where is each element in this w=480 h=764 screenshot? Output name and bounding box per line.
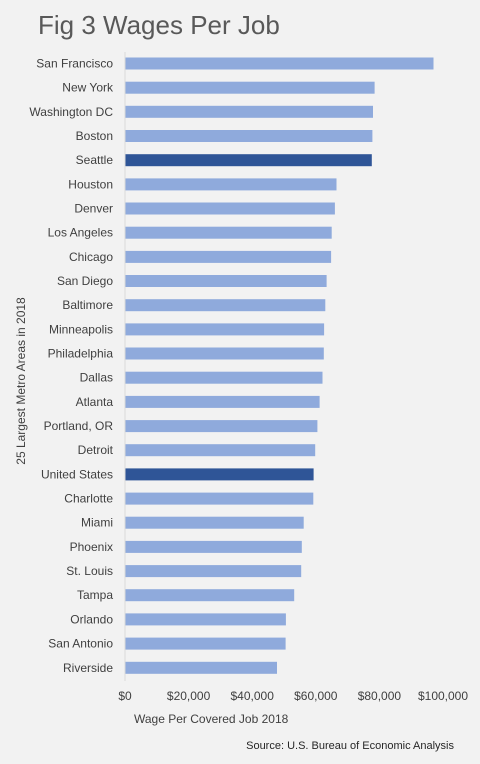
x-axis-title: Wage Per Covered Job 2018 (134, 712, 289, 726)
category-label: Charlotte (64, 492, 113, 506)
category-label: Detroit (78, 443, 114, 457)
bar-detroit (125, 444, 316, 457)
bar-portland-or (125, 420, 318, 433)
bar-boston (125, 130, 373, 142)
category-label: Riverside (63, 661, 113, 675)
bar-philadelphia (125, 347, 324, 360)
bar-denver (125, 202, 335, 215)
category-label: Los Angeles (48, 226, 113, 240)
category-label: Dallas (80, 371, 113, 385)
bar-orlando (125, 613, 286, 626)
bar-minneapolis (125, 323, 325, 336)
bars-group (125, 57, 434, 674)
bar-baltimore (125, 299, 326, 312)
y-axis-title: 25 Largest Metro Areas in 2018 (14, 297, 28, 465)
bar-chicago (125, 250, 332, 263)
source-note: Source: U.S. Bureau of Economic Analysis (246, 740, 454, 752)
bar-san-antonio (125, 637, 286, 650)
bar-san-francisco (125, 57, 434, 70)
x-tick-label: $60,000 (294, 689, 338, 703)
bar-seattle (125, 154, 372, 167)
category-label: St. Louis (66, 564, 113, 578)
bar-riverside (125, 661, 277, 674)
category-label: Atlanta (76, 395, 114, 409)
category-label: Denver (74, 202, 113, 216)
x-tick-label: $80,000 (358, 689, 402, 703)
category-label: Boston (76, 129, 113, 143)
x-tick-label: $100,000 (418, 689, 468, 703)
bar-miami (125, 516, 304, 529)
category-label: San Diego (57, 274, 113, 288)
category-label: Portland, OR (44, 419, 114, 433)
category-label: Chicago (69, 250, 113, 264)
category-label: San Antonio (48, 637, 113, 651)
category-label: Phoenix (70, 540, 113, 554)
bar-united-states (125, 468, 314, 481)
bar-washington-dc (125, 105, 373, 118)
x-tick-labels: $0 $20,000 $40,000 $60,000 $80,000 $100,000 (118, 689, 468, 703)
bar-new-york (125, 81, 375, 94)
bar-san-diego (125, 275, 327, 287)
category-labels: San Francisco New York Washington DC Boston… (29, 57, 114, 675)
bar-phoenix (125, 540, 302, 553)
bar-tampa (125, 589, 295, 602)
category-label: Baltimore (62, 298, 113, 312)
category-label: Tampa (77, 588, 113, 602)
bar-los-angeles (125, 226, 332, 239)
category-label: Houston (68, 177, 113, 191)
category-label: United States (41, 467, 113, 481)
category-label: Seattle (76, 153, 114, 167)
bar-charlotte (125, 492, 314, 505)
category-label: Minneapolis (49, 322, 113, 336)
bar-dallas (125, 371, 323, 384)
bar-st-louis (125, 565, 302, 578)
category-label: Washington DC (29, 105, 113, 119)
category-label: Orlando (70, 612, 113, 626)
x-tick-label: $40,000 (231, 689, 275, 703)
category-label: Philadelphia (48, 347, 114, 361)
chart-title: Fig 3 Wages Per Job (38, 10, 280, 40)
category-label: San Francisco (36, 57, 113, 71)
bar-houston (125, 178, 337, 191)
x-tick-label: $0 (118, 689, 132, 703)
bar-atlanta (125, 395, 320, 408)
x-tick-label: $20,000 (167, 689, 211, 703)
category-label: Miami (81, 516, 113, 530)
category-label: New York (62, 81, 114, 95)
